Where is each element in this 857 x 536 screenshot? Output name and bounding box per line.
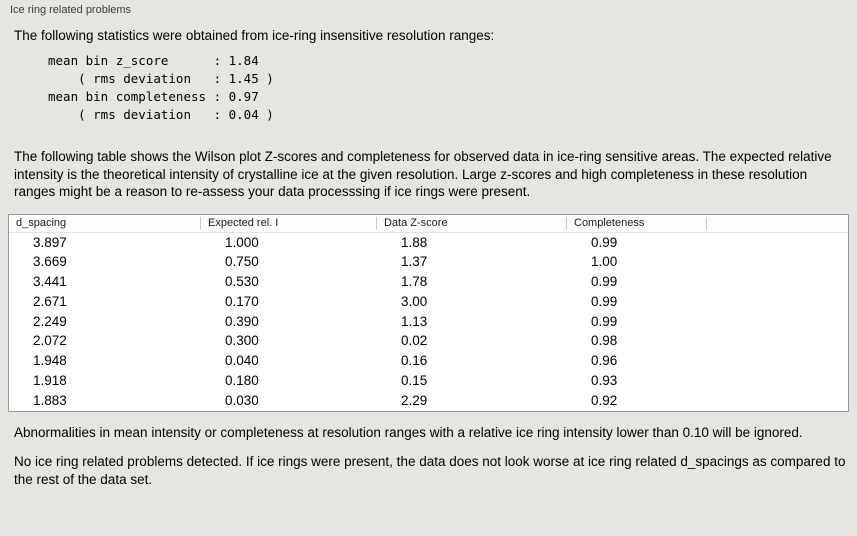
table-cell: 2.29 [401, 392, 428, 408]
conclusion-text: No ice ring related problems detected. I… [14, 454, 846, 487]
column-header-d-spacing[interactable]: d_spacing [9, 216, 201, 230]
table-cell: 1.37 [401, 254, 428, 270]
intro-text: The following statistics were obtained f… [14, 28, 495, 43]
table-cell: 0.040 [225, 353, 259, 369]
table-row[interactable]: 1.918 0.180 0.15 0.93 [9, 371, 848, 391]
table-cell: 0.99 [591, 313, 618, 329]
table-row[interactable]: 2.072 0.300 0.02 0.98 [9, 331, 848, 351]
table-cell: 0.180 [225, 373, 259, 389]
ice-ring-table: d_spacing Expected rel. I Data Z-score C… [8, 213, 849, 412]
table-cell: 0.02 [401, 333, 428, 349]
table-row[interactable]: 1.883 0.030 2.29 0.92 [9, 391, 848, 411]
column-header-completeness[interactable]: Completeness [567, 216, 707, 230]
table-cell: 0.98 [591, 333, 618, 349]
table-row[interactable]: 2.671 0.170 3.00 0.99 [9, 292, 848, 312]
table-cell: 0.92 [591, 392, 618, 408]
table-cell: 0.750 [225, 254, 259, 270]
table-cell: 0.99 [591, 274, 618, 290]
table-row[interactable]: 3.441 0.530 1.78 0.99 [9, 272, 848, 292]
table-cell: 1.883 [33, 392, 67, 408]
table-cell: 3.897 [33, 234, 67, 250]
description-text: The following table shows the Wilson plo… [14, 149, 832, 199]
column-header-data-z-score[interactable]: Data Z-score [377, 216, 567, 230]
table-row[interactable]: 2.249 0.390 1.13 0.99 [9, 312, 848, 332]
table-cell: 1.948 [33, 353, 67, 369]
ignore-note-text: Abnormalities in mean intensity or compl… [14, 424, 803, 440]
table-row[interactable]: 3.669 0.750 1.37 1.00 [9, 252, 848, 272]
table-cell: 1.88 [401, 234, 428, 250]
table-cell: 1.000 [225, 234, 259, 250]
table-row[interactable]: 1.948 0.040 0.16 0.96 [9, 351, 848, 371]
table-cell: 0.300 [225, 333, 259, 349]
table-body: 3.897 1.000 1.88 0.99 3.669 0.750 1.37 1.00 3.44… [9, 233, 848, 411]
table-cell: 0.170 [225, 293, 259, 309]
table-cell: 1.00 [591, 254, 618, 270]
table-cell: 2.249 [33, 313, 67, 329]
table-cell: 0.96 [591, 353, 618, 369]
table-cell: 0.15 [401, 373, 428, 389]
table-cell: 2.671 [33, 293, 67, 309]
table-header-row: d_spacing Expected rel. I Data Z-score C… [9, 214, 848, 233]
table-cell: 0.390 [225, 313, 259, 329]
stats-block: mean bin z_score : 1.84 ( rms deviation … [48, 53, 274, 122]
table-cell: 3.441 [33, 274, 67, 290]
table-cell: 2.072 [33, 333, 67, 349]
table-cell: 0.99 [591, 293, 618, 309]
column-header-expected-rel-i[interactable]: Expected rel. I [201, 216, 377, 230]
panel-title: Ice ring related problems [10, 4, 132, 16]
table-cell: 1.78 [401, 274, 428, 290]
table-cell: 0.16 [401, 353, 428, 369]
table-cell: 0.030 [225, 392, 259, 408]
column-header-filler [707, 217, 848, 230]
table-cell: 0.93 [591, 373, 618, 389]
table-cell: 0.99 [591, 234, 618, 250]
table-cell: 3.00 [401, 293, 428, 309]
table-cell: 0.530 [225, 274, 259, 290]
table-cell: 1.13 [401, 313, 428, 329]
table-cell: 1.918 [33, 373, 67, 389]
table-cell: 3.669 [33, 254, 67, 270]
table-row[interactable]: 3.897 1.000 1.88 0.99 [9, 233, 848, 253]
